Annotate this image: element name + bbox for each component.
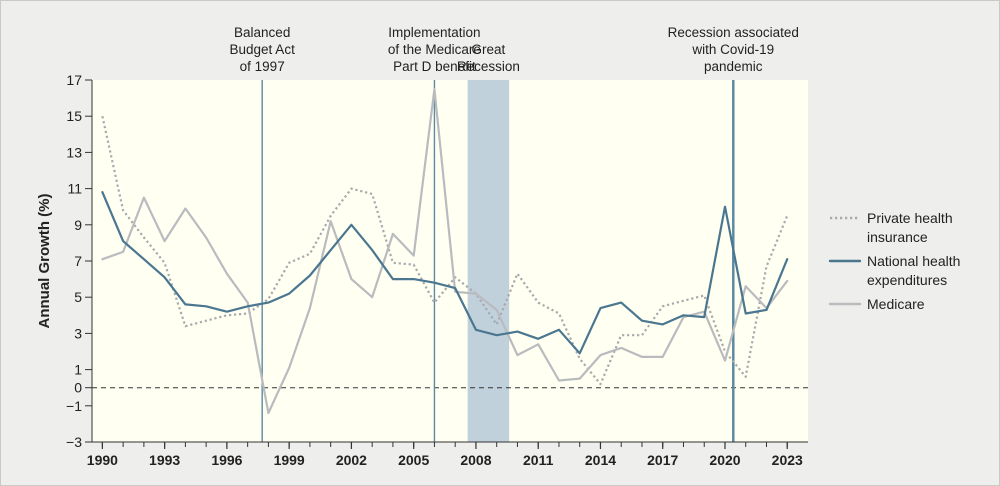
x-tick-label: 2008 [460,452,491,468]
annotation-label-3-line-1: Great [472,42,506,57]
annotation-label-4-line-3: pandemic [704,59,763,74]
legend-label-national-health-expenditures: National health [867,253,960,269]
band-layer [467,80,510,442]
great-recession-band [467,80,510,442]
x-tick-label: 2020 [709,452,740,468]
legend: Private health insurance National health ex… [828,210,960,312]
legend-label-medicare: Medicare [867,296,925,312]
y-tick-label: 17 [66,72,82,88]
y-axis-label: Annual Growth (%) [36,194,53,329]
x-tick-label: 1993 [149,452,180,468]
x-tick-label: 2014 [585,452,616,468]
y-tick-label: 5 [74,289,82,305]
y-tick-label: −3 [66,434,82,450]
y-tick-label: 3 [74,325,82,341]
annotation-label-1-line-2: Budget Act [230,42,296,57]
y-tick-label: 15 [66,108,82,124]
y-tick-label: 0 [74,380,82,396]
x-tick-label: 2017 [647,452,678,468]
annotation-label-2-line-1: Implementation [388,25,480,40]
annotation-label-4-line-2: with Covid-19 [691,42,774,57]
x-tick-label: 2005 [398,452,429,468]
annotation-label-4-line-1: Recession associated [668,25,799,40]
y-tick-label: 13 [66,144,82,160]
series-layer [101,87,789,415]
legend-label-private-health-insurance: insurance [867,229,928,245]
series-line-private-health-insurance [101,115,789,386]
series-line-medicare [101,87,789,415]
y-tick-label: −1 [66,398,82,414]
x-tick-label: 1999 [274,452,305,468]
annotation-label-2-line-2: of the Medicare [388,42,481,57]
annotation-label-1-line-3: of 1997 [240,59,285,74]
series-line-national-health-expenditures [101,191,789,355]
x-tick-label: 1996 [211,452,242,468]
legend-label-private-health-insurance: Private health [867,210,953,226]
x-tick-label: 1990 [87,452,118,468]
annotation-label-3-line-2: Recession [457,59,520,74]
legend-label-national-health-expenditures: expenditures [867,272,947,288]
y-tick-label: 1 [74,362,82,378]
x-tick-label: 2011 [523,452,554,468]
x-tick-label: 2023 [772,452,803,468]
annotation-label-2-line-3: Part D benefit [393,59,476,74]
annotation-label-1-line-1: Balanced [234,25,290,40]
plot-area [92,80,808,442]
y-tick-label: 7 [74,253,82,269]
annotation-layer: Balanced Budget Act of 1997 Implementation o… [230,25,799,74]
y-tick-label: 9 [74,217,82,233]
y-tick-label: 11 [67,181,82,197]
x-tick-label: 2002 [336,452,367,468]
